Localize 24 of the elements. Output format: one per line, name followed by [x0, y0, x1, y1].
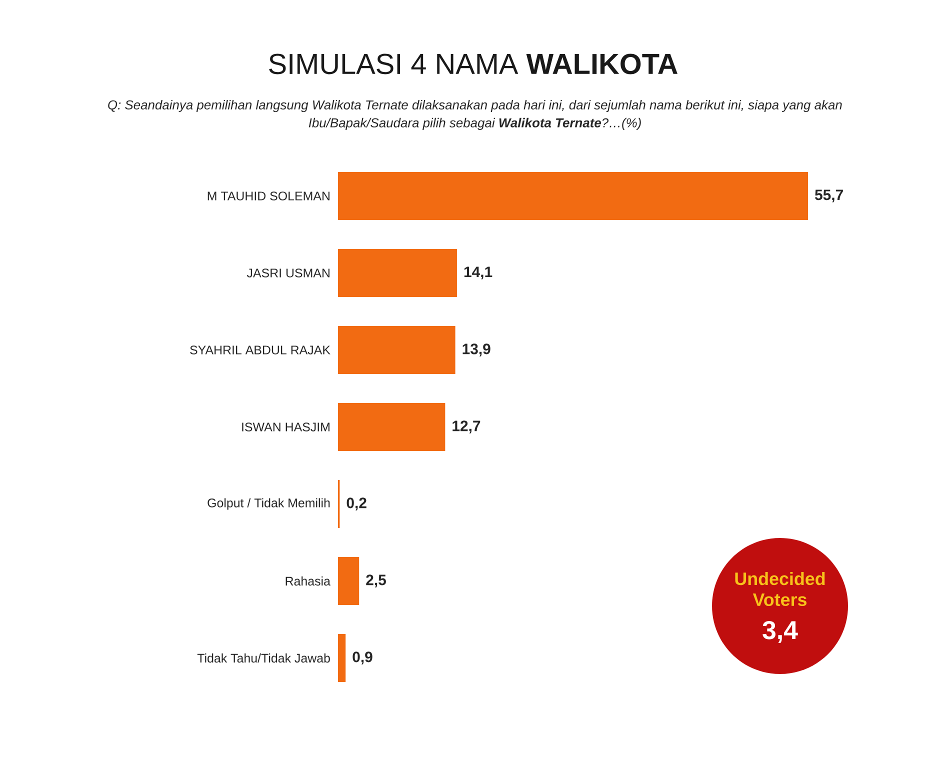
data-label: 12,7 [452, 420, 480, 434]
bar [338, 249, 457, 298]
y-tick-label: Rahasia [286, 576, 330, 586]
annotation: 3,4 [762, 620, 798, 644]
y-tick-label: JASRI USMAN [246, 268, 330, 278]
bar [338, 403, 446, 452]
data-label: 13,9 [462, 344, 490, 356]
chart-title: SIMULASI 4 NAMA WALIKOTA [269, 54, 678, 74]
data-label: 14,1 [464, 266, 492, 280]
bar [338, 326, 456, 374]
bar [338, 172, 808, 220]
data-label: 55,7 [814, 190, 843, 202]
data-label: 2,5 [366, 574, 386, 588]
y-tick-label: Golput / Tidak Memilih [208, 498, 330, 510]
y-tick-label: ISWAN HASJIM [242, 422, 330, 432]
data-label: 0,2 [346, 498, 366, 510]
y-tick-label: Tidak Tahu/Tidak Jawab [197, 653, 330, 663]
annotation: Undecided Voters [735, 572, 825, 606]
bar [338, 634, 346, 682]
data-label: 0,9 [352, 652, 372, 664]
chart-subtitle: Q: Seandainya pemilihan langsung Walikota Ternate dilaksanakan pada hari ini, dari sejumlah nama berikut ini, siapa yang akan Ibu/Bapak/Saudara pilih sebagai Walikota Ternate?…(%) [108, 100, 842, 130]
y-tick-label: M TAUHID SOLEMAN [208, 192, 330, 200]
bar [338, 557, 360, 606]
y-tick-label: SYAHRIL ABDUL RAJAK [190, 346, 330, 354]
